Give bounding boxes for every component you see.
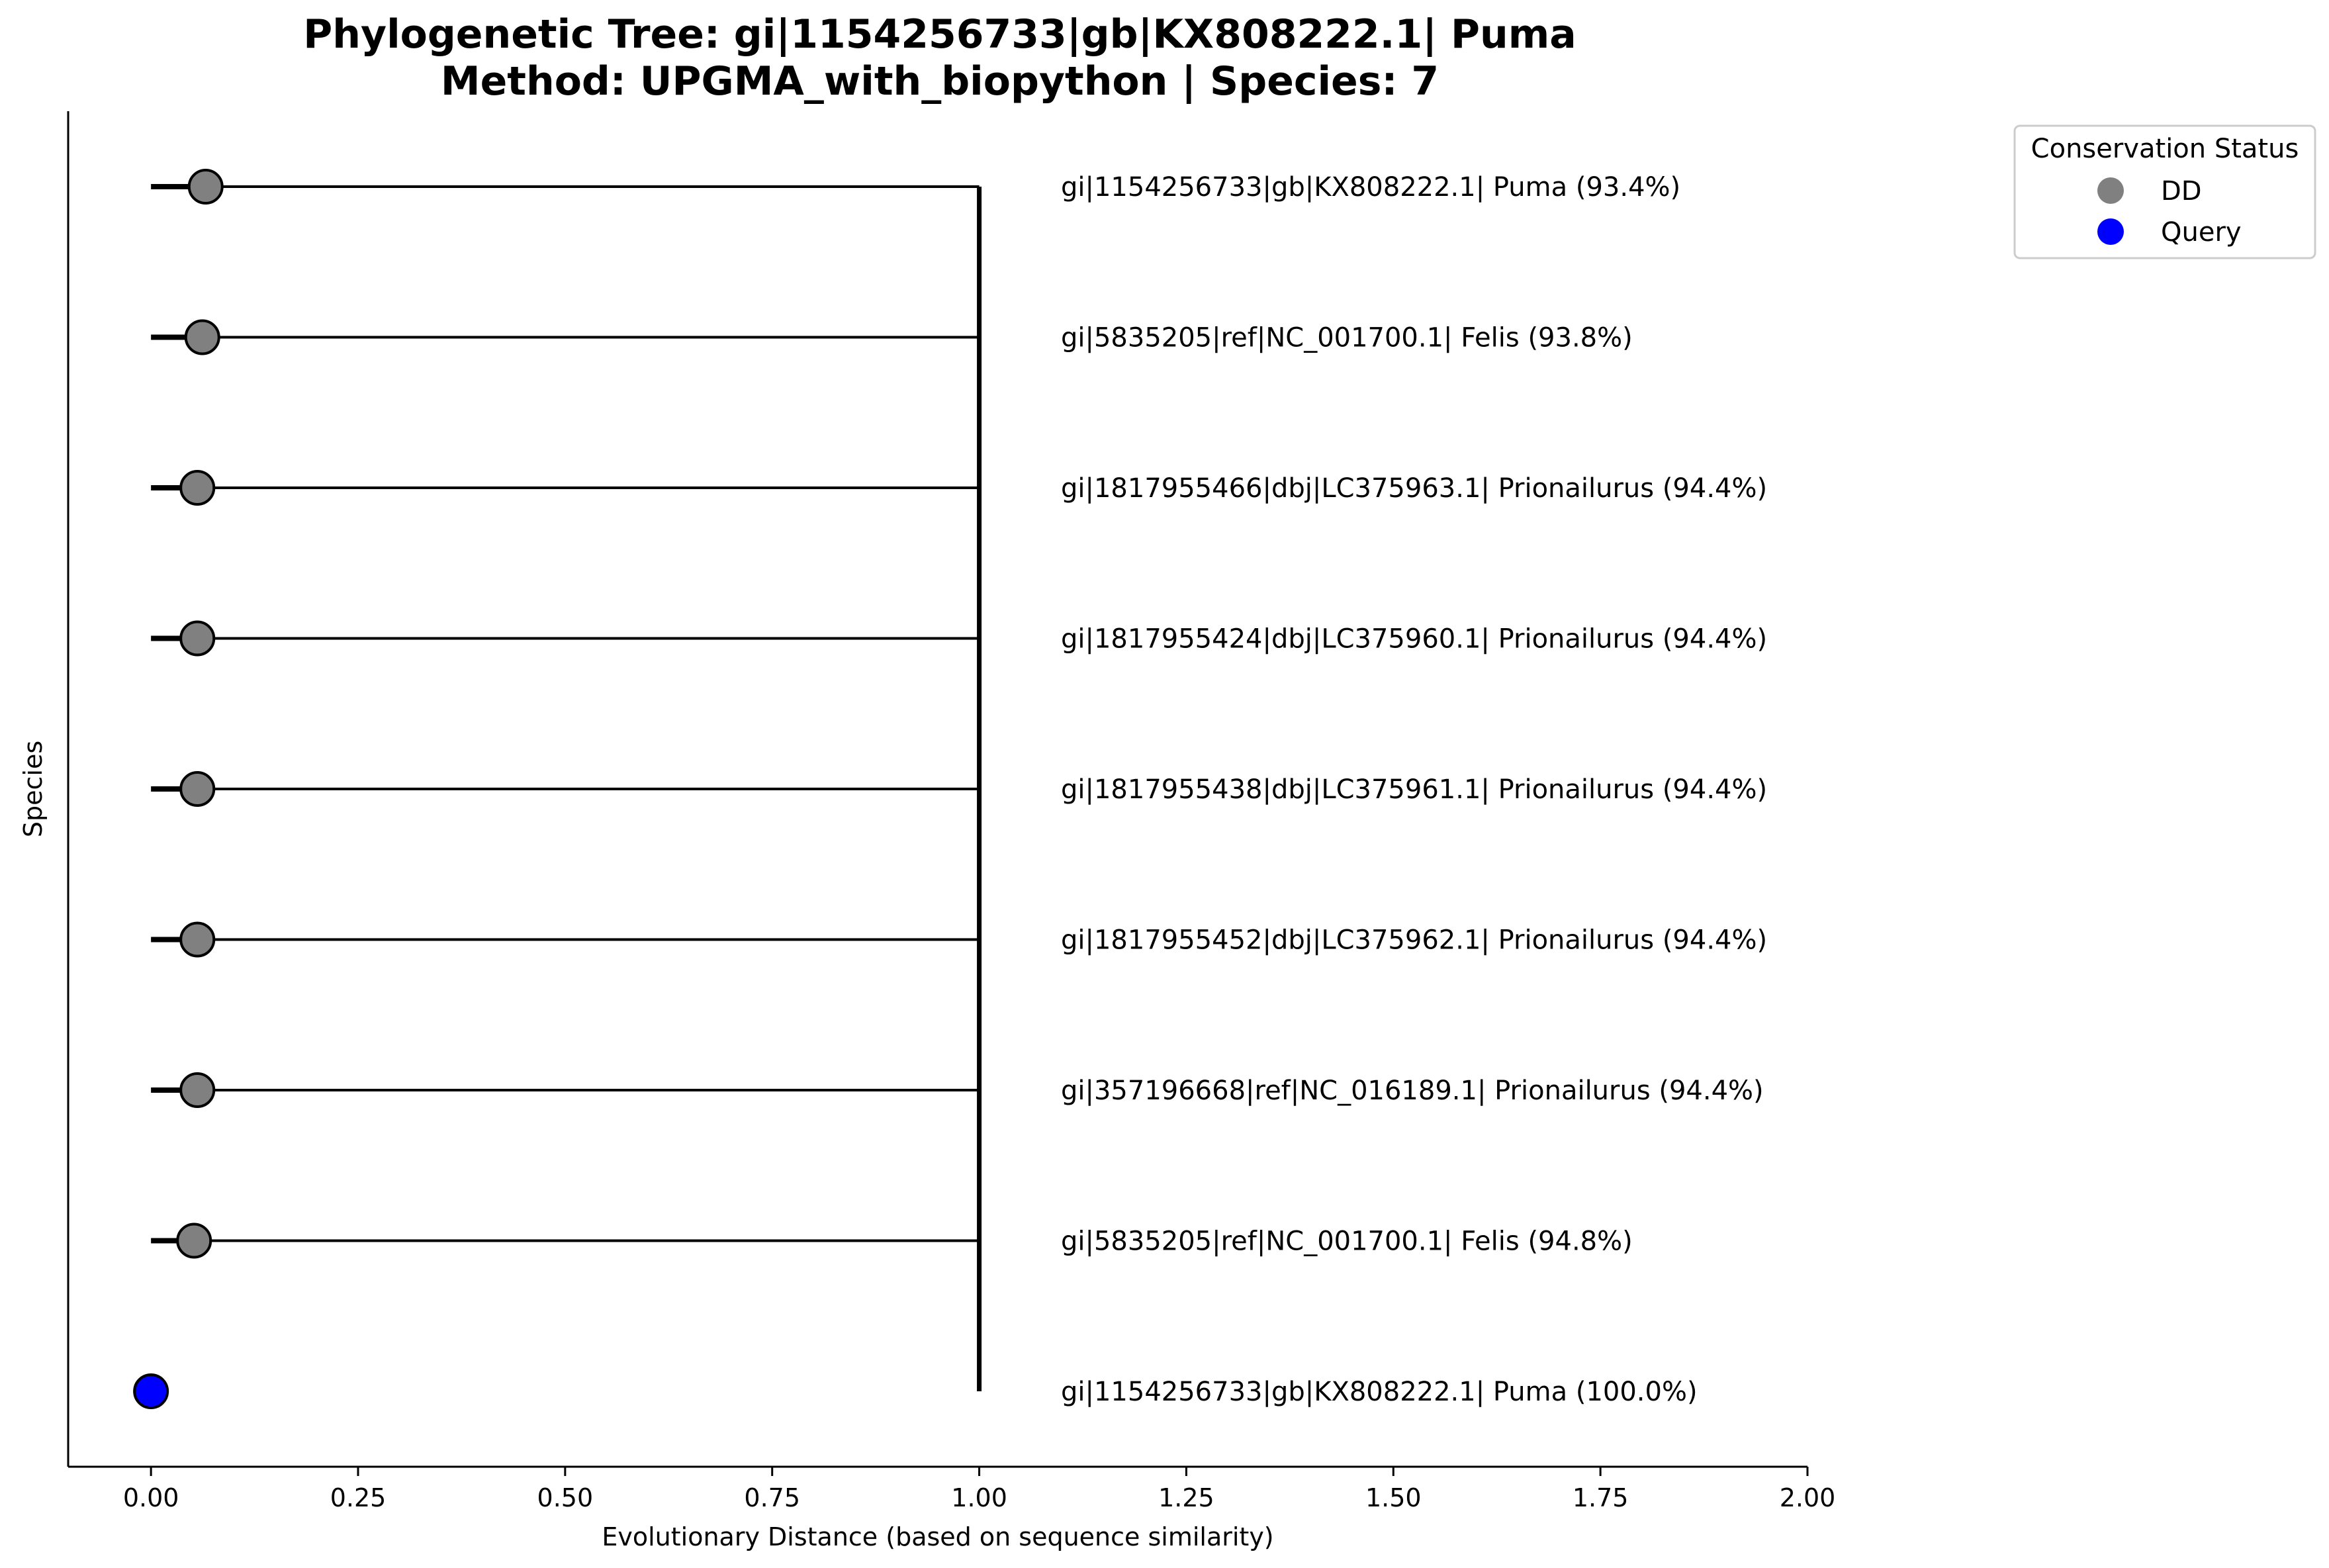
leaf-label-3: gi|1817955424|dbj|LC375960.1| Prionailur… [1061, 624, 1767, 655]
legend-label-query: Query [2161, 217, 2242, 248]
legend-title: Conservation Status [2031, 134, 2299, 164]
leaf-marker-8 [133, 1373, 169, 1409]
leaf-label-1: gi|5835205|ref|NC_001700.1| Felis (93.8%… [1061, 323, 1633, 353]
x-axis-ticks: 0.00 0.25 0.50 0.75 1.00 1.25 1.50 1.75 2.00 [123, 1467, 1835, 1512]
leaf-marker-3 [179, 620, 216, 657]
x-tick-label-1: 0.25 [330, 1483, 387, 1512]
leaf-label-7: gi|5835205|ref|NC_001700.1| Felis (94.8%… [1061, 1226, 1633, 1257]
legend-box [2013, 124, 2316, 259]
x-axis-label: Evolutionary Distance (based on sequence… [602, 1522, 1273, 1551]
leaf-label-2: gi|1817955466|dbj|LC375963.1| Prionailur… [1061, 473, 1767, 504]
x-tick-label-2: 0.50 [537, 1483, 594, 1512]
leaf-label-8: gi|1154256733|gb|KX808222.1| Puma (100.0… [1061, 1377, 1698, 1407]
legend-label-dd: DD [2161, 176, 2202, 207]
leaf-label-4: gi|1817955438|dbj|LC375961.1| Prionailur… [1061, 774, 1767, 805]
x-tick-label-0: 0.00 [123, 1483, 179, 1512]
x-tick-label-6: 1.50 [1365, 1483, 1422, 1512]
x-tick-label-7: 1.75 [1573, 1483, 1629, 1512]
legend: Conservation Status DD Query [2013, 124, 2316, 259]
x-tick-label-8: 2.00 [1780, 1483, 1836, 1512]
plot-area: gi|1154256733|gb|KX808222.1| Puma (93.4%… [133, 169, 1767, 1409]
leaf-marker-7 [176, 1222, 212, 1259]
leaf-marker-1 [184, 319, 220, 355]
chart-title: Phylogenetic Tree: gi|1154256733|gb|KX80… [303, 11, 1576, 58]
leaf-marker-4 [179, 771, 216, 807]
leaf-marker-5 [179, 921, 216, 958]
chart-subtitle: Method: UPGMA_with_biopython | Species: … [441, 58, 1439, 105]
leaf-label-6: gi|357196668|ref|NC_016189.1| Prionailur… [1061, 1076, 1764, 1106]
leaf-label-0: gi|1154256733|gb|KX808222.1| Puma (93.4%… [1061, 172, 1680, 203]
leaf-marker-0 [187, 169, 224, 205]
leaf-marker-2 [179, 470, 216, 506]
legend-marker-dd [2097, 177, 2124, 204]
x-tick-label-5: 1.25 [1158, 1483, 1214, 1512]
x-tick-label-3: 0.75 [744, 1483, 800, 1512]
x-tick-label-4: 1.00 [951, 1483, 1007, 1512]
leaf-marker-6 [179, 1072, 216, 1108]
y-axis-label: Species [19, 741, 48, 837]
legend-marker-query [2097, 218, 2124, 245]
leaf-label-5: gi|1817955452|dbj|LC375962.1| Prionailur… [1061, 925, 1767, 956]
